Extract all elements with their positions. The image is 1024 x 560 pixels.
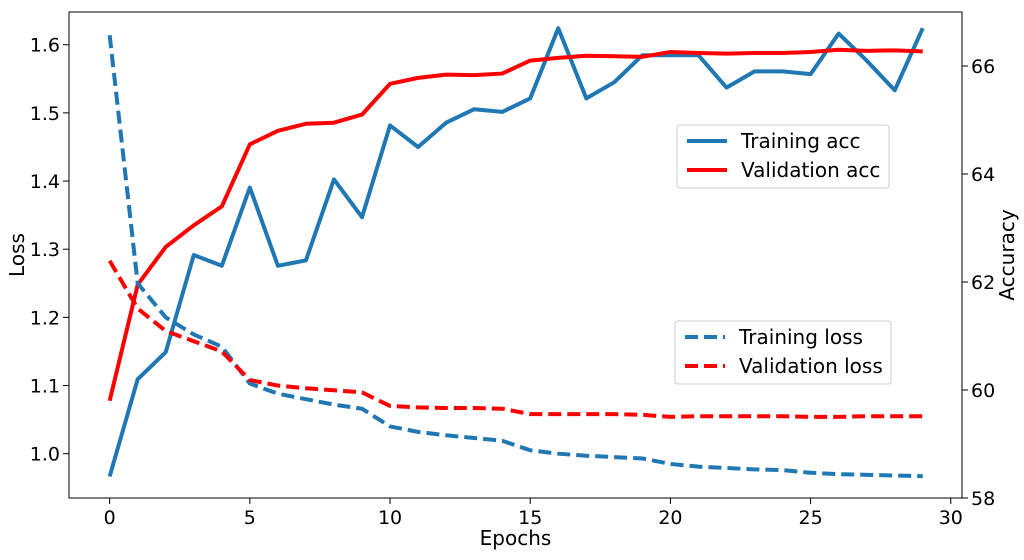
right-y-tick-label: 58 bbox=[971, 488, 995, 510]
legend-loss-frame bbox=[674, 320, 892, 385]
left-y-axis-title: Loss bbox=[5, 233, 29, 277]
left-y-tick-label: 1.2 bbox=[30, 307, 60, 329]
legend-label-training-acc: Training acc bbox=[740, 129, 861, 153]
x-tick-label: 15 bbox=[518, 507, 542, 529]
x-tick-label: 0 bbox=[104, 507, 116, 529]
x-axis-title: Epochs bbox=[480, 526, 552, 550]
right-y-tick-label: 60 bbox=[971, 380, 995, 402]
plot-frame bbox=[68, 11, 963, 499]
legend-accuracy-frame bbox=[676, 124, 890, 189]
series-line-training-acc bbox=[107, 26, 925, 477]
series-line-validation-acc bbox=[107, 47, 923, 402]
left-y-axis: 1.0 1.1 1.2 1.3 1.4 1.5 1.6 bbox=[30, 35, 69, 466]
right-y-axis-title: Accuracy bbox=[995, 209, 1019, 300]
legend-label-validation-loss: Validation loss bbox=[739, 354, 883, 378]
x-tick-label: 10 bbox=[378, 507, 402, 529]
left-y-tick-label: 1.0 bbox=[30, 444, 60, 466]
series-line-training-loss bbox=[107, 34, 923, 479]
x-axis: 0 5 10 15 20 25 30 bbox=[104, 498, 963, 529]
legend-accuracy: Training acc Validation acc bbox=[676, 124, 890, 189]
x-tick-label: 30 bbox=[939, 507, 963, 529]
series-line-validation-loss bbox=[107, 259, 923, 419]
legend-label-validation-acc: Validation acc bbox=[741, 158, 880, 182]
right-y-tick-label: 62 bbox=[971, 272, 995, 294]
legend-label-training-loss: Training loss bbox=[738, 325, 863, 349]
left-y-tick-label: 1.3 bbox=[30, 239, 60, 261]
left-y-tick-label: 1.6 bbox=[30, 35, 60, 57]
x-tick-label: 5 bbox=[244, 507, 256, 529]
legend-loss: Training loss Validation loss bbox=[674, 320, 892, 385]
left-y-tick-label: 1.4 bbox=[30, 171, 60, 193]
x-tick-label: 25 bbox=[799, 507, 823, 529]
left-y-tick-label: 1.1 bbox=[30, 376, 60, 398]
right-y-tick-label: 66 bbox=[971, 56, 995, 78]
plot-lines bbox=[107, 26, 925, 479]
left-y-tick-label: 1.5 bbox=[30, 103, 60, 125]
right-y-tick-label: 64 bbox=[971, 164, 995, 186]
x-tick-label: 20 bbox=[658, 507, 682, 529]
right-y-axis: 58 60 62 64 66 bbox=[962, 56, 995, 510]
